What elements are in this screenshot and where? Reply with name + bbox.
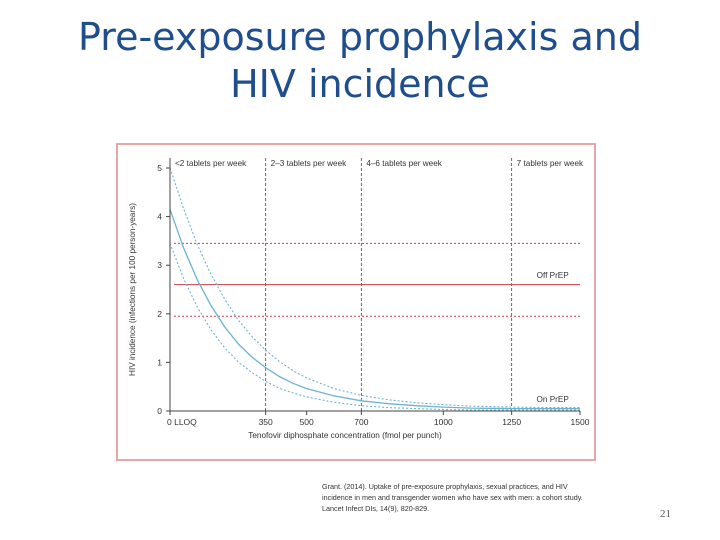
y-tick-label: 0 <box>157 406 162 416</box>
x-tick-label: 1000 <box>434 417 453 427</box>
y-axis-label: HIV incidence (infections per 100 person… <box>128 203 137 376</box>
citation: Grant. (2014). Uptake of pre-exposure pr… <box>322 481 642 514</box>
y-tick-label: 3 <box>157 260 162 270</box>
x-tick-label: 1250 <box>502 417 521 427</box>
ci-curve <box>169 243 580 411</box>
citation-line-1: Grant. (2014). Uptake of pre-exposure pr… <box>322 482 568 491</box>
zone-label: <2 tablets per week <box>175 159 247 168</box>
ci-curve <box>169 167 580 409</box>
x-tick-label: 350 <box>259 417 273 427</box>
x-tick-label: 0 LLOQ <box>167 417 197 427</box>
x-tick-label: 700 <box>354 417 368 427</box>
page-number: 21 <box>660 508 671 520</box>
x-tick-label: 1500 <box>571 417 590 427</box>
x-tick-label: 500 <box>300 417 314 427</box>
hiv-incidence-chart: <2 tablets per week 2–3 tablets per week 4… <box>128 158 590 440</box>
zone-label: 2–3 tablets per week <box>271 159 347 168</box>
zone-label: 4–6 tablets per week <box>366 159 442 168</box>
chart-figure: <2 tablets per week 2–3 tablets per week 4… <box>116 143 596 461</box>
citation-line-3: Lancet Infect DIs, 14(9), 820-829. <box>322 504 430 513</box>
estimate-curve <box>169 209 580 410</box>
slide-title-line-2: HIV incidence <box>230 62 490 106</box>
annotation-label: On PrEP <box>537 395 570 404</box>
slide-title: Pre-exposure prophylaxis and HIV inciden… <box>0 14 720 108</box>
citation-line-2: incidence in men and transgender women w… <box>322 493 583 502</box>
y-tick-label: 4 <box>157 212 162 222</box>
x-axis-label: Tenofovir diphosphate concentration (fmo… <box>248 431 442 440</box>
slide-title-line-1: Pre-exposure prophylaxis and <box>78 15 642 59</box>
zone-label: 7 tablets per week <box>517 159 584 168</box>
annotation-label: Off PrEP <box>537 271 570 280</box>
y-tick-label: 2 <box>157 309 162 319</box>
y-tick-label: 1 <box>157 357 162 367</box>
y-tick-label: 5 <box>157 163 162 173</box>
